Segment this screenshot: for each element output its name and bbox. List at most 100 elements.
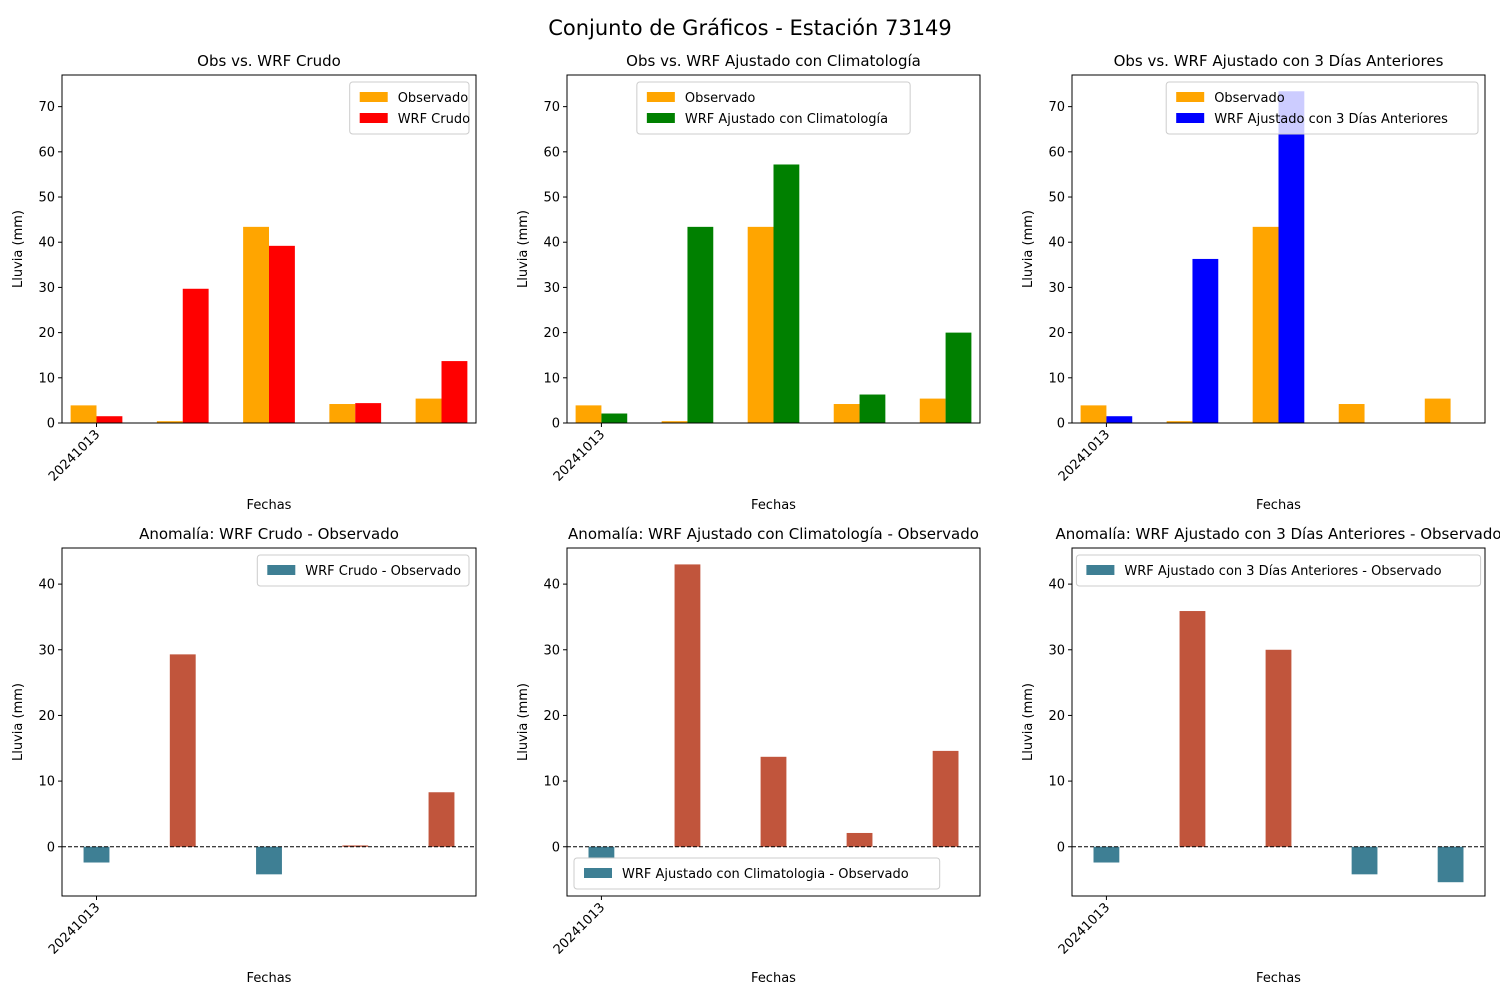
y-tick-label: 70 — [543, 100, 560, 115]
chart-title: Obs vs. WRF Crudo — [197, 52, 341, 70]
y-tick-label: 40 — [1048, 236, 1065, 251]
bar-1-1 — [83, 846, 110, 863]
chart-title: Anomalía: WRF Ajustado con Climatología … — [568, 525, 979, 543]
y-tick-label: 50 — [1048, 191, 1065, 206]
bar-1-3 — [1265, 649, 1292, 847]
y-tick-label: 0 — [47, 840, 55, 855]
bar-2-2 — [687, 226, 714, 423]
bar-1-2 — [1166, 421, 1193, 423]
legend-label: WRF Crudo — [398, 112, 470, 127]
bar-1-1 — [575, 405, 602, 423]
bar-2-1 — [96, 416, 123, 423]
bar-1-4 — [1338, 404, 1365, 423]
y-tick-label: 0 — [552, 840, 560, 855]
y-tick-label: 0 — [1057, 840, 1065, 855]
bar-2-2 — [1192, 258, 1219, 423]
bar-1-5 — [932, 750, 959, 847]
y-tick-label: 60 — [1048, 145, 1065, 160]
y-tick-label: 10 — [1048, 775, 1065, 790]
bar-1-1 — [1093, 846, 1120, 863]
legend-swatch — [359, 92, 388, 102]
y-tick-label: 40 — [38, 236, 55, 251]
bar-2-1 — [601, 413, 628, 423]
bar-1-4 — [846, 832, 873, 847]
chart-title: Anomalía: WRF Crudo - Observado — [139, 525, 399, 543]
legend-swatch — [1086, 565, 1115, 575]
bar-1-5 — [428, 792, 455, 847]
y-tick-label: 30 — [543, 643, 560, 658]
y-tick-label: 10 — [38, 775, 55, 790]
x-axis-label: Fechas — [1256, 498, 1301, 513]
x-axis-label: Fechas — [751, 498, 796, 513]
y-tick-label: 20 — [543, 709, 560, 724]
chart-title: Anomalía: WRF Ajustado con 3 Días Anteri… — [1055, 525, 1500, 543]
bar-1-2 — [169, 654, 196, 847]
y-tick-label: 30 — [38, 281, 55, 296]
legend-label: WRF Ajustado con 3 Días Anteriores — [1214, 112, 1448, 127]
legend-box — [636, 81, 911, 135]
y-tick-label: 0 — [47, 417, 55, 432]
y-tick-label: 20 — [38, 709, 55, 724]
chart-panel-5: Anomalía: WRF Ajustado con Climatología … — [516, 525, 981, 986]
bar-1-4 — [1351, 846, 1378, 875]
y-axis-label: Lluvia (mm) — [1021, 210, 1036, 288]
y-tick-label: 10 — [543, 371, 560, 386]
legend: WRF Ajustado con 3 Días Anteriores - Obs… — [1075, 554, 1482, 587]
bar-1-2 — [674, 564, 701, 847]
x-tick-label: 20241013 — [46, 900, 103, 957]
x-tick-label: 20241013 — [551, 427, 608, 484]
legend-swatch — [584, 868, 612, 878]
y-tick-label: 40 — [1048, 578, 1065, 593]
bar-1-3 — [256, 846, 282, 875]
chart-title: Obs vs. WRF Ajustado con 3 Días Anterior… — [1114, 52, 1444, 70]
y-tick-label: 10 — [543, 775, 560, 790]
y-tick-label: 70 — [1048, 100, 1065, 115]
y-tick-label: 20 — [38, 326, 55, 341]
x-axis-label: Fechas — [751, 971, 796, 986]
bar-2-3 — [1278, 91, 1305, 423]
legend: Observado WRF Ajustado con 3 Días Anterio… — [1165, 81, 1479, 135]
legend: Observado WRF Ajustado con Climatología — [636, 81, 911, 135]
bar-2-2 — [182, 288, 209, 423]
chart-panel-3: Obs vs. WRF Ajustado con 3 Días Anterior… — [1021, 52, 1486, 513]
legend-label: Observado — [398, 91, 469, 106]
x-tick-label: 20241013 — [1056, 900, 1113, 957]
y-axis-label: Lluvia (mm) — [516, 683, 531, 761]
y-tick-label: 40 — [543, 578, 560, 593]
y-tick-label: 20 — [1048, 709, 1065, 724]
bar-1-3 — [747, 226, 774, 423]
y-axis-label: Lluvia (mm) — [516, 210, 531, 288]
y-tick-label: 40 — [543, 236, 560, 251]
legend-label: WRF Crudo - Observado — [305, 564, 461, 579]
bar-1-5 — [415, 398, 442, 423]
bar-2-5 — [945, 332, 972, 423]
plot-frame — [1071, 547, 1486, 897]
bar-1-5 — [1437, 846, 1464, 883]
x-axis-label: Fechas — [1256, 971, 1301, 986]
bar-2-3 — [773, 164, 800, 423]
x-tick-label: 20241013 — [1056, 427, 1113, 484]
y-tick-label: 10 — [38, 371, 55, 386]
y-tick-label: 50 — [543, 191, 560, 206]
bar-2-4 — [355, 403, 382, 423]
x-tick-label: 20241013 — [46, 427, 103, 484]
bar-1-1 — [588, 846, 615, 859]
x-axis-label: Fechas — [247, 971, 292, 986]
figure-title: Conjunto de Gráficos - Estación 73149 — [548, 16, 952, 40]
bar-1-1 — [70, 405, 97, 423]
legend-swatch — [1176, 92, 1205, 102]
y-tick-label: 10 — [1048, 371, 1065, 386]
legend-box — [1075, 554, 1482, 587]
bar-1-3 — [1252, 226, 1279, 423]
y-tick-label: 60 — [38, 145, 55, 160]
bar-2-4 — [859, 394, 886, 423]
chart-panel-2: Obs vs. WRF Ajustado con Climatología 0 10… — [516, 52, 981, 513]
legend: WRF Crudo - Observado — [256, 554, 470, 587]
y-axis-label: Lluvia (mm) — [11, 683, 26, 761]
chart-panel-4: Anomalía: WRF Crudo - Observado 0 10 20 30 40… — [11, 525, 477, 986]
legend-swatch — [646, 113, 675, 123]
bar-1-5 — [1424, 398, 1451, 423]
bar-1-3 — [760, 756, 787, 847]
y-axis-label: Lluvia (mm) — [1021, 683, 1036, 761]
